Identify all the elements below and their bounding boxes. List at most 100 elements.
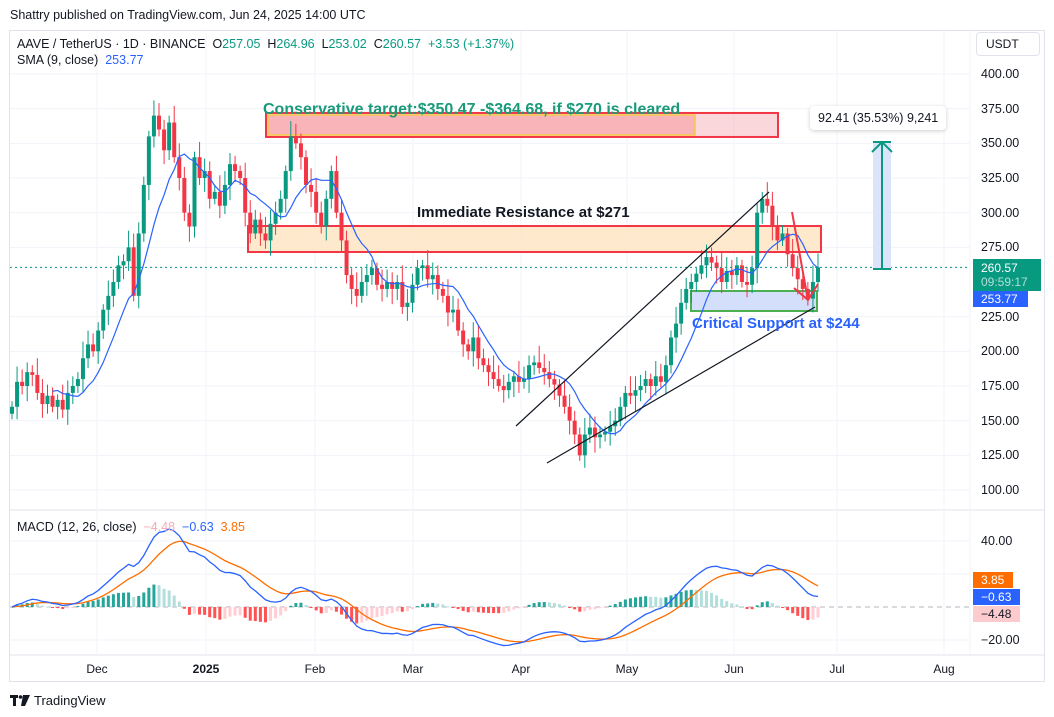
macd-histogram-bar bbox=[786, 607, 790, 611]
macd-histogram-bar bbox=[618, 601, 622, 607]
candle-body bbox=[65, 392, 70, 410]
candle-body bbox=[217, 191, 222, 206]
low-value: 253.02 bbox=[328, 37, 367, 51]
candle-body bbox=[101, 309, 106, 331]
macd-histogram-bar bbox=[390, 607, 394, 614]
candle-body bbox=[380, 284, 385, 289]
macd-histogram-bar bbox=[228, 607, 232, 617]
candle-body bbox=[70, 386, 75, 393]
macd-histogram-bar bbox=[801, 607, 805, 619]
candle-body bbox=[694, 273, 699, 282]
candle-body bbox=[207, 171, 212, 199]
macd-histogram-bar bbox=[96, 599, 100, 607]
candle-body bbox=[800, 279, 805, 289]
candle-body bbox=[476, 337, 481, 359]
candle-body bbox=[592, 427, 597, 438]
macd-histogram-bar bbox=[603, 607, 607, 608]
resistance-zone bbox=[247, 225, 822, 253]
macd-histogram-bar bbox=[177, 601, 181, 607]
macd-histogram-bar bbox=[137, 595, 141, 607]
candle-body bbox=[572, 420, 577, 435]
macd-histogram-bar bbox=[309, 607, 313, 608]
candle-body bbox=[440, 288, 445, 296]
macd-histogram-bar bbox=[699, 590, 703, 607]
macd-histogram-bar bbox=[532, 603, 536, 607]
candle-body bbox=[298, 143, 303, 158]
candle-body bbox=[248, 212, 253, 234]
candle-body bbox=[542, 367, 547, 373]
candle-body bbox=[674, 323, 679, 338]
macd-histogram-bar bbox=[735, 604, 739, 607]
time-axis-label: Jun bbox=[724, 662, 744, 676]
target-annotation[interactable]: Conservative target:$350.47 -$364.68, if… bbox=[263, 101, 681, 118]
candle-body bbox=[136, 233, 141, 296]
symbol-title[interactable]: AAVE / TetherUS · 1D · BINANCE bbox=[17, 37, 206, 51]
candle-body bbox=[704, 257, 709, 266]
macd-histogram-bar bbox=[704, 590, 708, 607]
macd-histogram-bar bbox=[497, 607, 501, 614]
candle-body bbox=[238, 171, 243, 178]
candle-body bbox=[557, 384, 562, 396]
macd-label[interactable]: MACD (12, 26, close) bbox=[17, 520, 137, 534]
price-axis-label: 150.00 bbox=[981, 413, 1020, 428]
macd-histogram-bar bbox=[659, 597, 663, 607]
macd-histogram-bar bbox=[405, 607, 409, 612]
resistance-annotation[interactable]: Immediate Resistance at $271 bbox=[417, 204, 630, 221]
macd-histogram-bar bbox=[421, 603, 425, 607]
channel-upper-line bbox=[515, 191, 770, 427]
macd-histogram-bar bbox=[720, 598, 724, 607]
candle-body bbox=[385, 282, 390, 289]
candle-body bbox=[648, 379, 653, 386]
candle-body bbox=[202, 171, 207, 178]
candle-body bbox=[729, 270, 734, 276]
macd-histogram-bar bbox=[157, 585, 161, 607]
tradingview-logo[interactable]: TradingView bbox=[10, 693, 106, 708]
macd-histogram-bar bbox=[152, 584, 156, 607]
macd-histogram-bar bbox=[258, 607, 262, 622]
candle-body bbox=[192, 157, 197, 227]
candle-body bbox=[770, 205, 775, 227]
macd-histogram-bar bbox=[461, 607, 465, 611]
candle-body bbox=[795, 268, 800, 280]
macd-histogram-bar bbox=[684, 590, 688, 607]
macd-histogram-bar bbox=[644, 596, 648, 607]
macd-histogram-bar bbox=[710, 592, 714, 607]
macd-histogram-bar bbox=[269, 607, 273, 621]
macd-histogram-bar bbox=[694, 589, 698, 607]
macd-histogram-bar bbox=[715, 595, 719, 607]
macd-histogram-bar bbox=[162, 588, 166, 607]
macd-histogram-bar bbox=[324, 607, 328, 613]
macd-histogram-bar bbox=[223, 607, 227, 619]
candle-body bbox=[273, 212, 278, 224]
open-label: O bbox=[212, 37, 223, 51]
macd-histogram-bar bbox=[623, 599, 627, 607]
candle-body bbox=[146, 136, 151, 185]
candle-body bbox=[689, 282, 694, 289]
macd-histogram-bar bbox=[451, 607, 455, 608]
candle-body bbox=[288, 136, 293, 172]
candle-body bbox=[131, 247, 136, 296]
candle-body bbox=[121, 261, 126, 266]
time-axis-label: Jul bbox=[829, 662, 845, 676]
price-axis-label: 200.00 bbox=[981, 344, 1020, 359]
candle-body bbox=[719, 268, 724, 282]
macd-histogram-bar bbox=[111, 594, 115, 607]
macd-histogram-bar bbox=[299, 602, 303, 607]
publisher-line: Shattry published on TradingView.com, Ju… bbox=[10, 8, 366, 22]
candle-body bbox=[141, 184, 146, 234]
support-annotation[interactable]: Critical Support at $244 bbox=[692, 315, 860, 332]
candle-body bbox=[339, 212, 344, 241]
macd-histogram-bar bbox=[512, 607, 516, 610]
candle-body bbox=[50, 395, 55, 407]
macd-histogram-bar bbox=[187, 607, 191, 615]
candle-body bbox=[354, 288, 359, 296]
macd-histogram-bar bbox=[106, 595, 110, 607]
currency-button[interactable]: USDT bbox=[976, 32, 1040, 56]
down-arrow-head-icon bbox=[793, 283, 819, 302]
candle-body bbox=[96, 330, 101, 352]
macd-histogram-bar bbox=[365, 607, 369, 621]
macd-histogram-bar bbox=[10, 607, 14, 608]
candle-body bbox=[111, 282, 116, 296]
sma-label[interactable]: SMA (9, close) bbox=[17, 53, 99, 67]
